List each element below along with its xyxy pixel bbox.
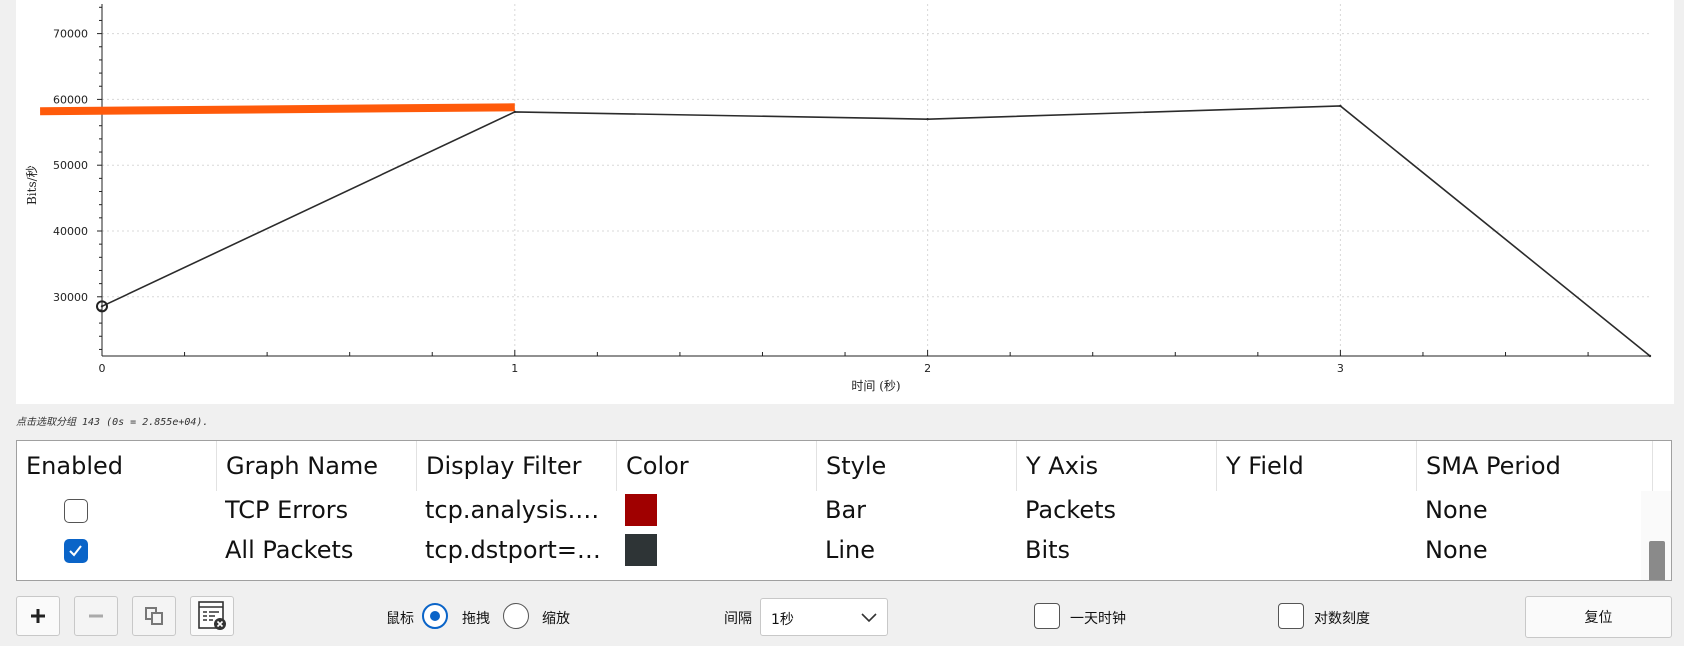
row-display-filter[interactable]: tcp.analysis.fla... (425, 496, 605, 524)
data-point (1648, 354, 1652, 358)
graph-plot-area[interactable]: 30000 40000 50000 60000 70000 0 1 2 3 时间 (秒) Bit… (16, 0, 1674, 404)
header-color[interactable]: Color (617, 441, 817, 491)
clear-graphs-button[interactable] (190, 596, 234, 636)
drag-label[interactable]: 拖拽 (462, 611, 490, 627)
remove-graph-button[interactable] (74, 596, 118, 636)
mouse-label: 鼠标 (386, 611, 414, 627)
interval-label: 间隔 (724, 611, 752, 627)
checkmark-icon (69, 545, 82, 557)
row-style[interactable]: Bar (825, 496, 867, 524)
row-color-swatch[interactable] (625, 494, 657, 526)
header-y-axis[interactable]: Y Axis (1017, 441, 1217, 491)
row-display-filter[interactable]: tcp.dstport==... (425, 536, 605, 564)
header-sma-period[interactable]: SMA Period (1417, 441, 1653, 491)
x-tick-label: 1 (511, 362, 518, 375)
zoom-label[interactable]: 缩放 (542, 611, 570, 627)
graph-table[interactable]: Enabled Graph Name Display Filter Color … (16, 440, 1672, 581)
data-point (100, 305, 104, 308)
chevron-down-icon (861, 613, 877, 623)
x-tick-label: 0 (99, 362, 106, 375)
header-graph-name[interactable]: Graph Name (217, 441, 417, 491)
x-axis-title: 时间 (秒) (851, 379, 900, 393)
data-point (926, 117, 929, 121)
row-graph-name[interactable]: TCP Errors (225, 496, 349, 524)
selected-point-marker (96, 300, 108, 313)
row-y-field[interactable] (1225, 530, 1405, 570)
reset-button[interactable]: 复位 (1525, 596, 1672, 638)
interval-value: 1秒 (771, 612, 794, 628)
x-tick-label: 3 (1337, 362, 1344, 375)
row-sma-period[interactable]: None (1425, 536, 1488, 564)
row-style[interactable]: Line (825, 536, 876, 564)
row-y-axis[interactable]: Packets (1025, 496, 1117, 524)
copy-graph-button[interactable] (132, 596, 176, 636)
row-enabled-checkbox[interactable] (64, 539, 88, 563)
y-tick-label: 60000 (53, 93, 88, 106)
log-scale-checkbox[interactable] (1278, 603, 1304, 629)
log-scale-label[interactable]: 对数刻度 (1314, 611, 1370, 627)
row-enabled-checkbox[interactable] (64, 499, 88, 523)
y-axis-title: Bits/秒 (25, 165, 39, 205)
header-style[interactable]: Style (817, 441, 1017, 491)
clear-list-icon (198, 601, 226, 630)
minus-icon (89, 614, 103, 618)
y-tick-label: 30000 (53, 291, 88, 304)
row-y-field[interactable] (1225, 490, 1405, 530)
data-point (513, 110, 516, 114)
row-graph-name[interactable]: All Packets (225, 536, 354, 564)
data-point (1339, 104, 1342, 108)
status-text: 点击选取分组 143 (0s = 2.855e+04). (16, 417, 209, 428)
mouse-zoom-radio[interactable] (503, 603, 529, 629)
add-graph-button[interactable] (16, 596, 60, 636)
header-enabled[interactable]: Enabled (17, 441, 217, 491)
row-sma-period[interactable]: None (1425, 496, 1488, 524)
scrollbar-thumb[interactable] (1649, 541, 1665, 580)
row-color-swatch[interactable] (625, 534, 657, 566)
header-y-field[interactable]: Y Field (1217, 441, 1417, 491)
copy-icon (145, 607, 163, 625)
highlight-bar (40, 103, 515, 116)
plus-icon (31, 609, 45, 623)
time-of-day-label[interactable]: 一天时钟 (1070, 611, 1126, 627)
mouse-drag-radio[interactable] (422, 603, 448, 629)
y-tick-label: 70000 (53, 28, 88, 41)
time-of-day-checkbox[interactable] (1034, 603, 1060, 629)
row-y-axis[interactable]: Bits (1025, 536, 1071, 564)
x-tick-label: 2 (924, 362, 931, 375)
interval-select[interactable]: 1秒 (760, 598, 888, 636)
y-tick-label: 40000 (53, 225, 88, 238)
header-display-filter[interactable]: Display Filter (417, 441, 617, 491)
io-graph-chart[interactable]: 30000 40000 50000 60000 70000 0 1 2 3 时间 (秒) Bit… (16, 0, 1674, 404)
y-tick-label: 50000 (53, 159, 88, 172)
table-scrollbar[interactable] (1641, 491, 1671, 580)
